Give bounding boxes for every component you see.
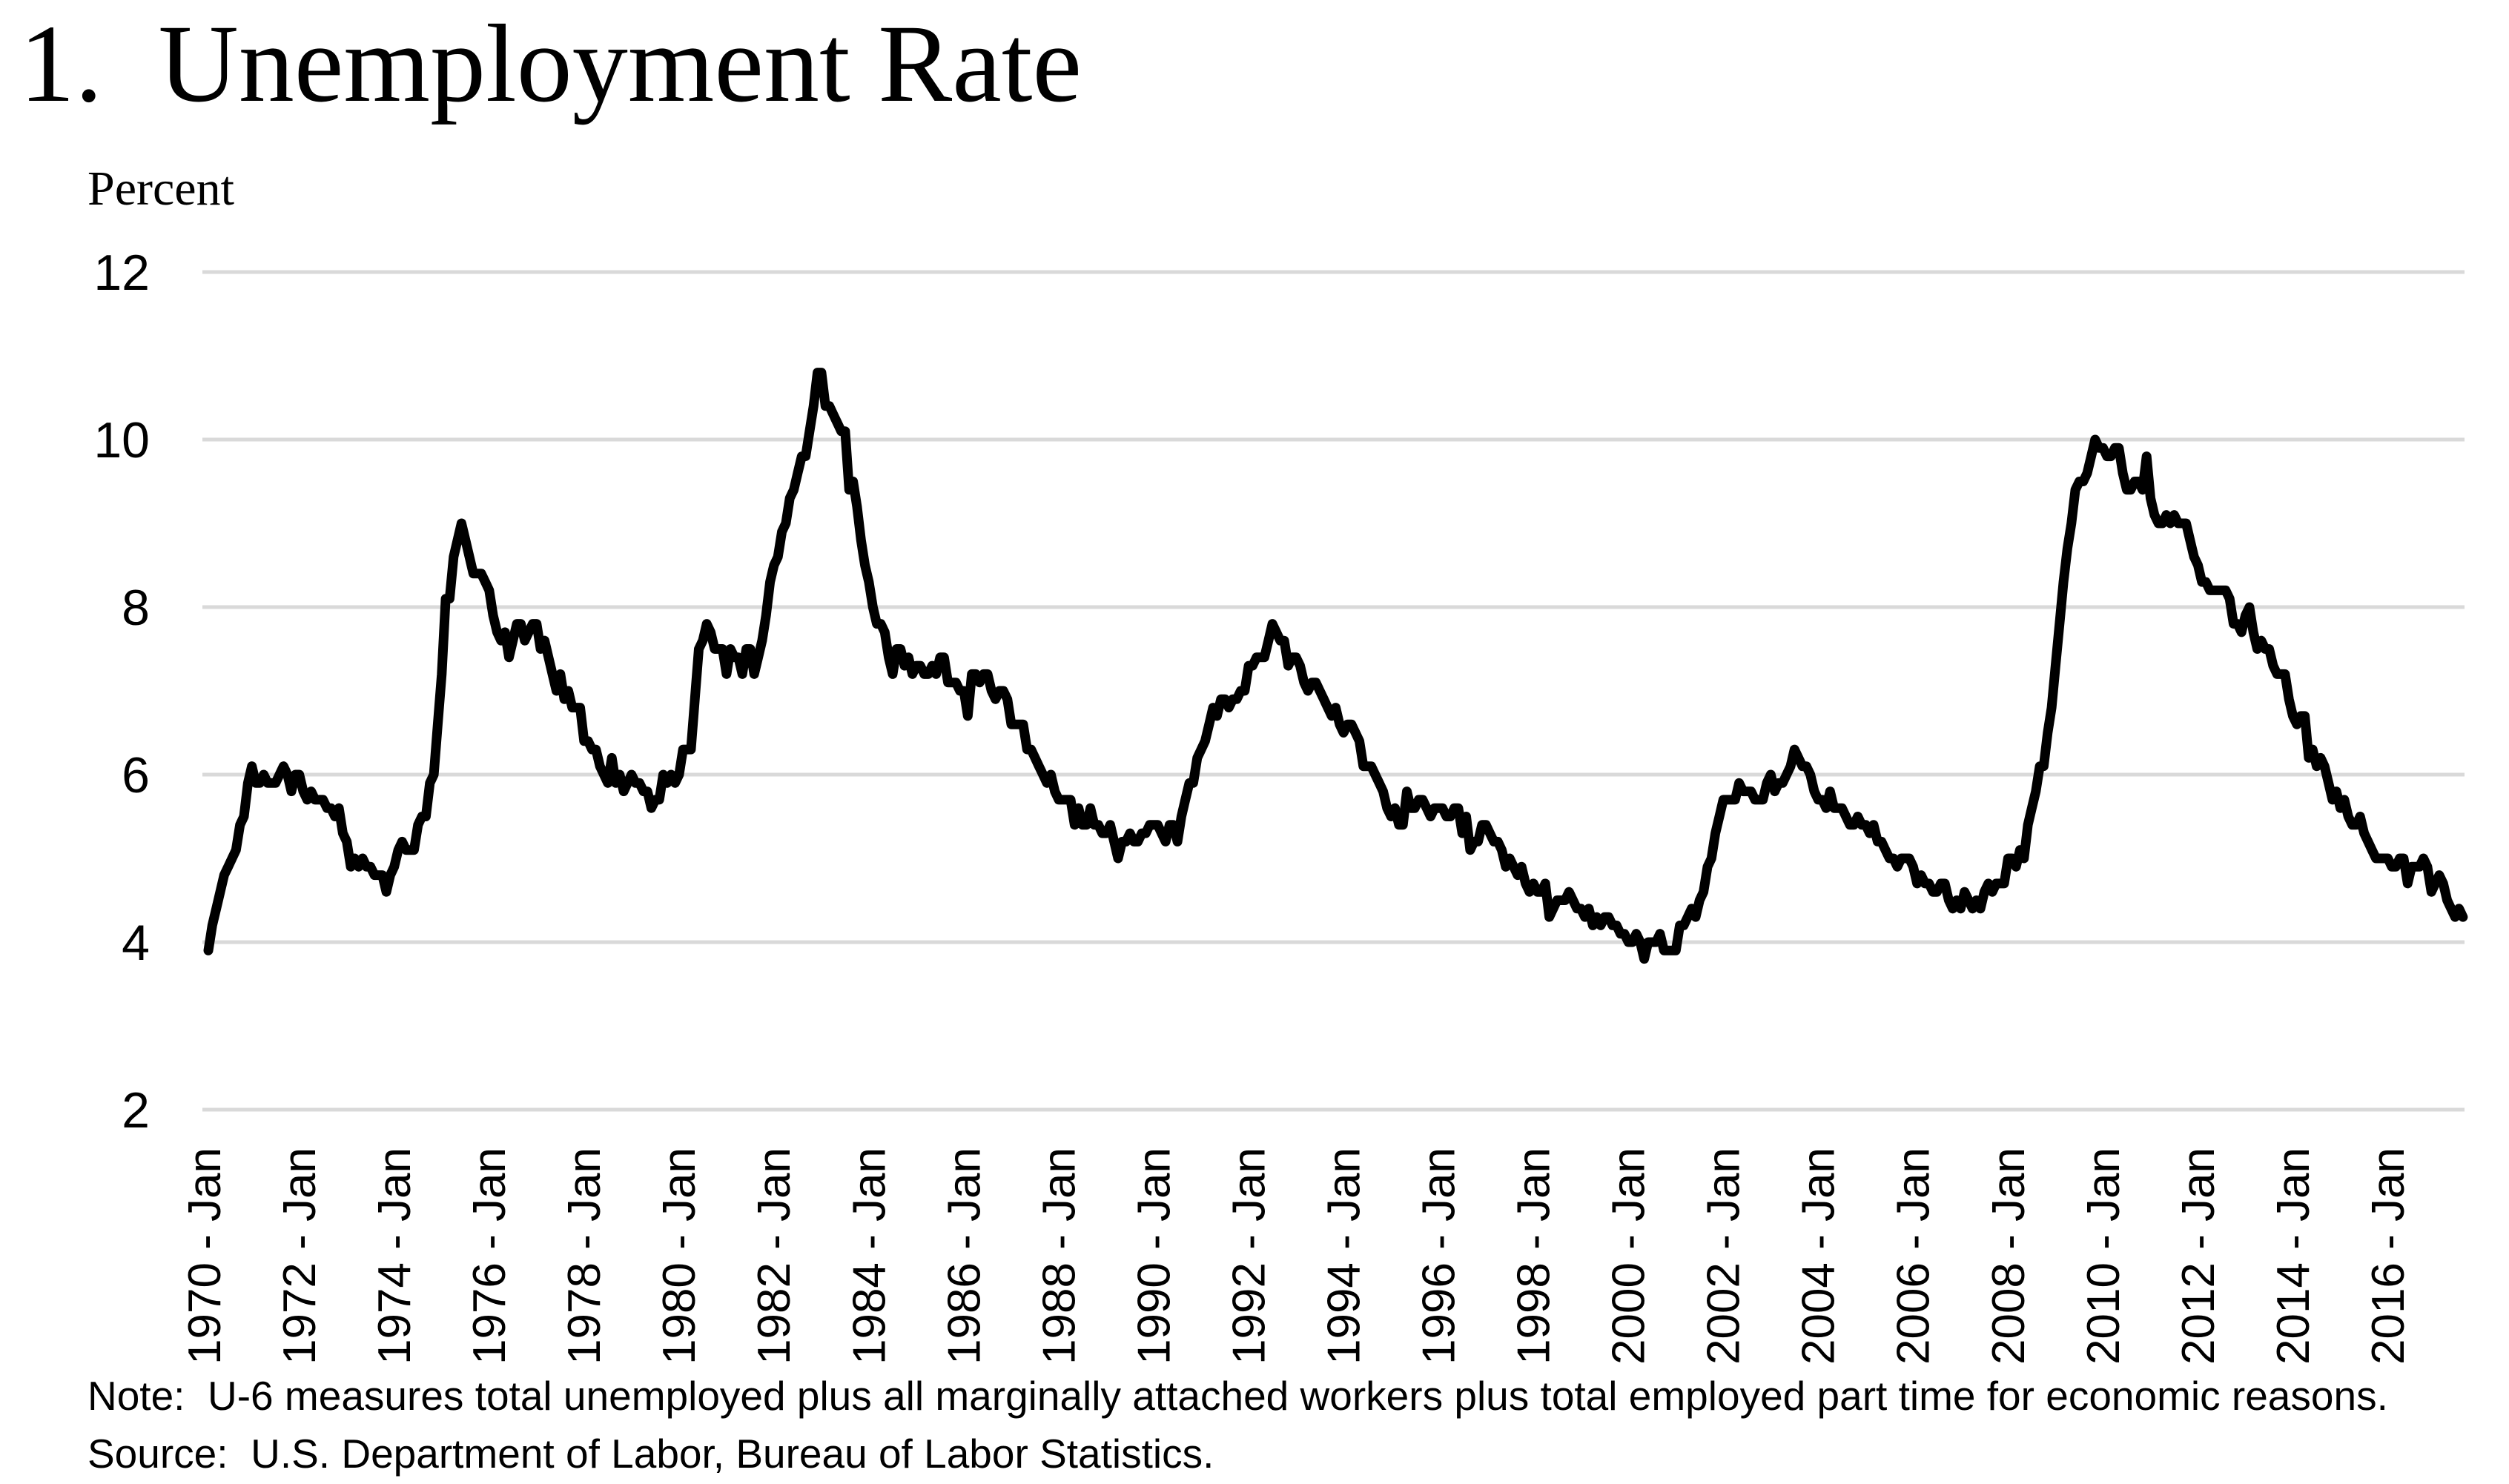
x-tick-label: 2006 - Jan [1888,1147,1940,1365]
x-tick-label: 1998 - Jan [1509,1147,1560,1365]
y-tick-label: 10 [93,412,150,468]
x-axis-tick-labels: 1970 - Jan 1972 - Jan 1974 - Jan 1976 - Jan… [179,1147,2414,1365]
y-axis-title: Percent [87,162,234,216]
x-tick-label: 2016 - Jan [2363,1147,2414,1365]
x-tick-label: 1994 - Jan [1318,1147,1369,1365]
page-title: 1. Unemployment Rate [19,2,1082,125]
x-tick-label: 1996 - Jan [1414,1147,1465,1365]
y-tick-label: 6 [122,747,150,804]
x-tick-label: 2004 - Jan [1794,1147,1845,1365]
gridlines [202,270,2465,1112]
y-tick-label: 4 [122,915,150,971]
x-tick-label: 2002 - Jan [1699,1147,1750,1365]
x-tick-label: 1974 - Jan [369,1147,420,1365]
series [203,368,2468,964]
y-axis-tick-labels: 12 10 8 6 4 2 [93,245,150,1139]
x-tick-label: 1978 - Jan [559,1147,610,1365]
x-tick-label: 1982 - Jan [749,1147,800,1365]
x-tick-label: 1970 - Jan [179,1147,231,1365]
x-tick-label: 1988 - Jan [1034,1147,1085,1365]
x-tick-label: 1990 - Jan [1128,1147,1180,1365]
x-tick-label: 2010 - Jan [2078,1147,2129,1365]
x-tick-label: 1976 - Jan [464,1147,515,1365]
x-tick-label: 1992 - Jan [1223,1147,1275,1365]
note-text: Note: U-6 measures total unemployed plus… [87,1373,2388,1419]
x-tick-label: 2000 - Jan [1604,1147,1655,1365]
source-text: Source: U.S. Department of Labor, Bureau… [87,1431,1214,1477]
x-tick-label: 2014 - Jan [2268,1147,2319,1365]
x-tick-label: 1980 - Jan [654,1147,705,1365]
x-tick-label: 2012 - Jan [2173,1147,2224,1365]
x-tick-label: 1984 - Jan [844,1147,895,1365]
x-tick-label: 2008 - Jan [1983,1147,2034,1365]
y-tick-label: 8 [122,580,150,636]
x-tick-label: 1986 - Jan [939,1147,990,1365]
x-tick-label: 1972 - Jan [274,1147,325,1365]
y-tick-label: 12 [93,245,150,301]
y-tick-label: 2 [122,1082,150,1139]
unemployment-rate-series-line [203,368,2468,964]
